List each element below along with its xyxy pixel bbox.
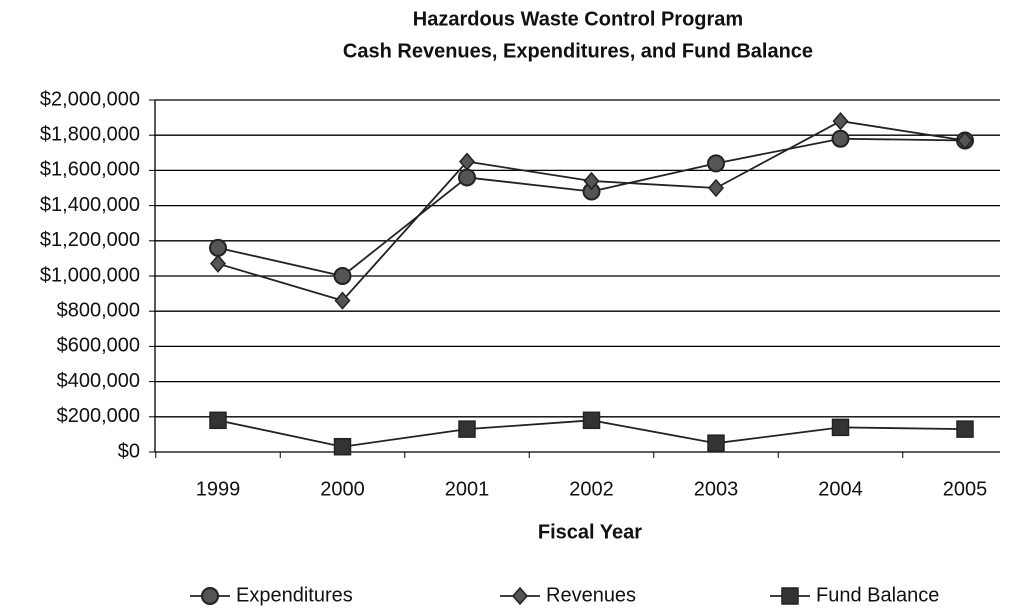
marker: [832, 111, 849, 131]
marker: [957, 131, 973, 150]
x-tick-label: 2001: [445, 478, 490, 500]
legend-label: Expenditures: [236, 584, 353, 606]
marker: [333, 437, 352, 456]
marker: [708, 178, 724, 198]
y-tick-label: $1,200,000: [40, 229, 140, 251]
x-tick-label: 2000: [320, 478, 365, 500]
y-tick-label: $1,000,000: [40, 264, 140, 286]
y-tick-label: $400,000: [57, 370, 140, 392]
x-tick-label: 1999: [196, 478, 241, 500]
x-tick-label: 2002: [569, 478, 614, 500]
y-tick-label: $2,000,000: [40, 88, 140, 110]
marker: [458, 420, 476, 438]
x-tick-label: 2003: [694, 478, 739, 500]
marker: [201, 587, 219, 605]
x-tick-label: 2005: [943, 478, 988, 500]
marker: [831, 129, 850, 148]
chart-subtitle: Cash Revenues, Expenditures, and Fund Ba…: [343, 40, 813, 62]
marker: [583, 171, 600, 191]
y-tick-label: $200,000: [57, 405, 140, 427]
marker: [956, 420, 974, 438]
y-tick-label: $600,000: [57, 335, 140, 357]
x-tick-label: 2004: [818, 478, 863, 500]
marker: [209, 411, 227, 430]
legend-label: Fund Balance: [816, 584, 939, 606]
chart-title: Hazardous Waste Control Program: [413, 8, 743, 30]
marker: [333, 267, 352, 285]
marker: [334, 291, 351, 310]
y-tick-label: $1,400,000: [40, 194, 140, 216]
marker: [459, 152, 475, 171]
x-axis-label: Fiscal Year: [538, 521, 642, 543]
marker: [582, 411, 601, 430]
y-tick-label: $1,600,000: [40, 159, 140, 181]
marker: [707, 154, 725, 173]
marker: [512, 586, 528, 606]
marker: [781, 587, 799, 605]
y-tick-label: $800,000: [57, 299, 140, 321]
legend-label: Revenues: [546, 584, 636, 606]
series-line: [217, 137, 966, 277]
marker: [707, 434, 725, 452]
y-tick-label: $1,800,000: [40, 123, 140, 145]
marker: [209, 238, 227, 257]
y-tick-label: $0: [118, 440, 140, 462]
marker: [210, 254, 226, 273]
marker: [458, 168, 476, 187]
marker: [831, 418, 850, 437]
